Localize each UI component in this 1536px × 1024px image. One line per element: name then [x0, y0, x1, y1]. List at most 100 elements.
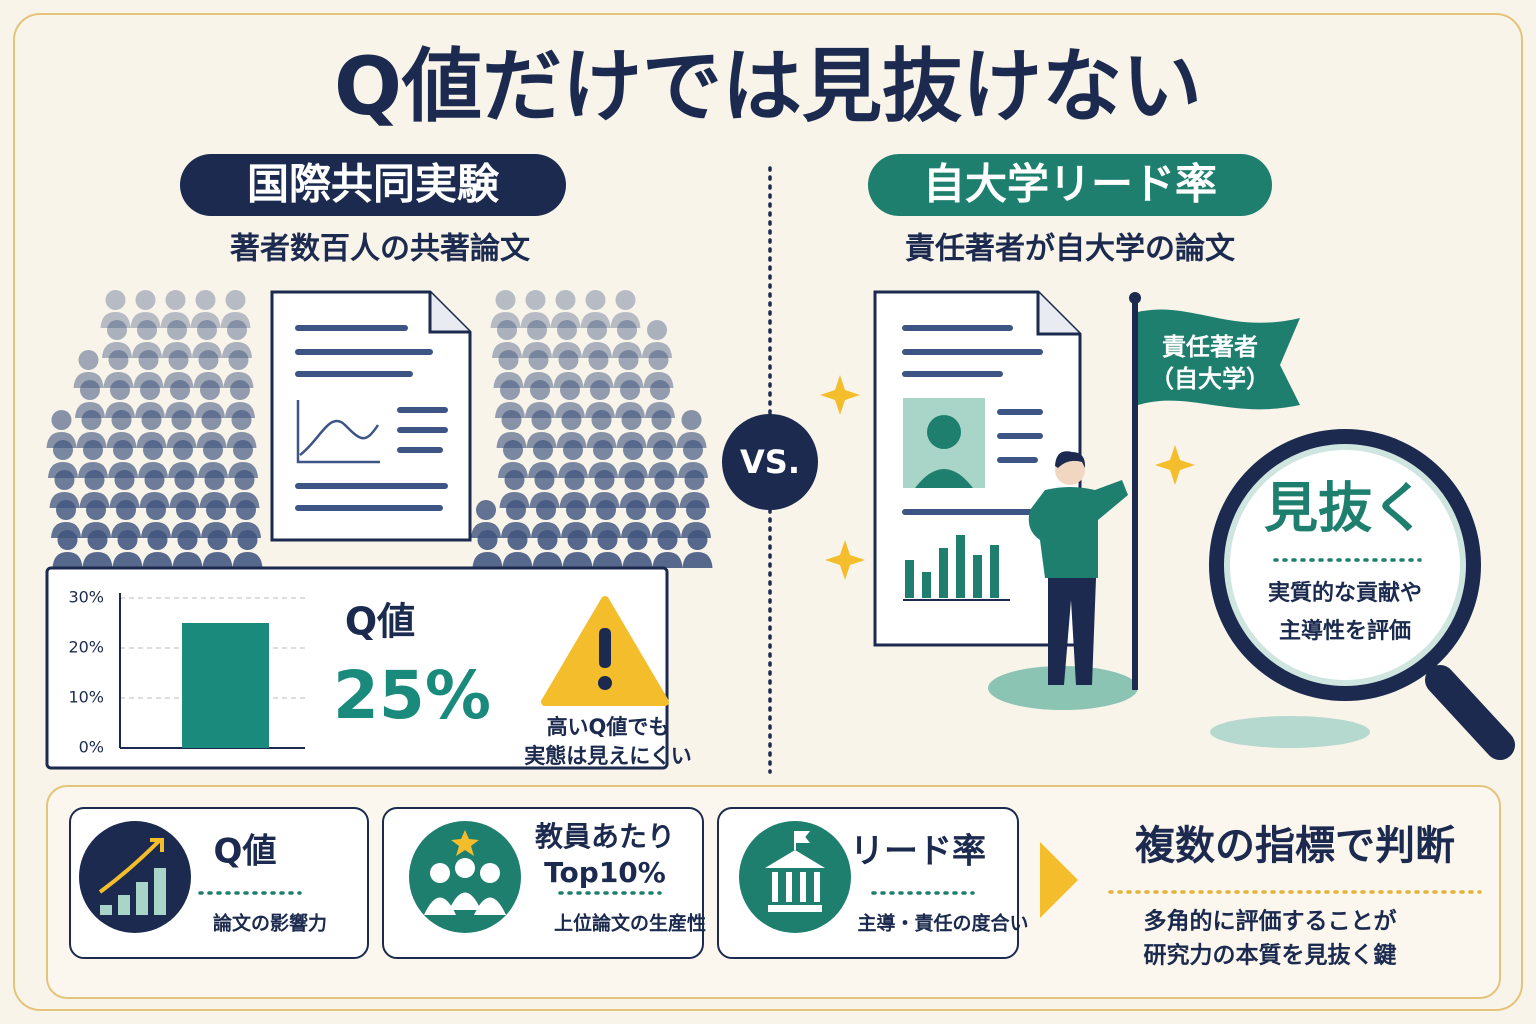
icon-arrow: [98, 838, 164, 894]
icon-head: [480, 863, 500, 883]
crowd-person: [490, 290, 521, 328]
flag: [1129, 292, 1300, 690]
head: [86, 500, 106, 520]
lens-text: 実質的な貢献や: [1268, 580, 1422, 606]
body: [220, 312, 251, 328]
left-subtitle: 著者数百人の共著論文: [230, 232, 530, 267]
body: [652, 552, 683, 568]
body: [472, 552, 503, 568]
crowd-person: [592, 530, 623, 568]
head: [624, 470, 645, 490]
crowd-person: [201, 500, 231, 538]
head: [651, 410, 672, 430]
head: [80, 380, 100, 400]
body: [52, 552, 83, 568]
head: [650, 380, 670, 400]
head: [137, 320, 157, 340]
bar: [182, 623, 269, 748]
head: [176, 500, 196, 520]
body: [580, 312, 611, 328]
head: [597, 530, 618, 550]
head: [626, 500, 646, 520]
icon-body: [449, 892, 481, 910]
crowd-person: [612, 320, 642, 358]
head: [225, 290, 246, 310]
head: [498, 350, 519, 370]
body: [492, 342, 522, 358]
head: [657, 530, 678, 550]
metric-desc: 論文の影響力: [213, 912, 327, 935]
head: [654, 470, 675, 490]
head: [557, 320, 577, 340]
body: [522, 342, 552, 358]
vs-text: VS.: [740, 443, 800, 481]
head: [620, 380, 640, 400]
crowd-person: [100, 290, 131, 328]
body: [202, 552, 233, 568]
chart-label: Q値: [345, 600, 415, 644]
head: [78, 350, 99, 370]
head: [537, 530, 558, 550]
body: [592, 552, 623, 568]
head: [594, 470, 615, 490]
icon-star: [451, 830, 479, 856]
body: [112, 552, 143, 568]
head: [113, 440, 133, 460]
body: [162, 342, 192, 358]
crowd-person: [51, 500, 81, 538]
head: [173, 440, 193, 460]
metric-title: Top10%: [544, 856, 666, 889]
head: [56, 500, 76, 520]
metric-icon: [79, 821, 191, 933]
body: [82, 552, 113, 568]
warning-text: 高いQ値でも: [547, 715, 670, 739]
head: [165, 290, 186, 310]
head: [228, 350, 249, 370]
head: [105, 290, 126, 310]
head: [203, 440, 223, 460]
head: [54, 470, 75, 490]
head: [561, 410, 582, 430]
crowd-person: [582, 320, 612, 358]
head: [536, 500, 556, 520]
head: [117, 530, 138, 550]
head: [114, 470, 135, 490]
head: [681, 410, 702, 430]
arrow: [1040, 842, 1078, 918]
lens-text: 主導性を評価: [1279, 618, 1411, 644]
body: [190, 312, 221, 328]
head: [230, 380, 250, 400]
head: [495, 290, 516, 310]
crowd-person: [232, 530, 263, 568]
crowd-person: [192, 320, 222, 358]
head: [534, 470, 555, 490]
flag-text: 責任著者: [1162, 333, 1258, 361]
head: [648, 350, 669, 370]
head: [567, 530, 588, 550]
body: [172, 552, 203, 568]
lens-title: 見抜く: [1264, 477, 1426, 540]
metric-title: 教員あたり: [535, 820, 675, 853]
head: [110, 380, 130, 400]
lens-shadow: [1210, 716, 1370, 748]
crowd-person: [142, 530, 173, 568]
left-document: [270, 290, 472, 542]
head: [591, 410, 612, 430]
head: [51, 410, 72, 430]
chart: 0% 10% 20% 30% 25%: [68, 588, 491, 757]
head: [596, 500, 616, 520]
head: [207, 530, 228, 550]
head: [507, 530, 528, 550]
head: [560, 380, 580, 400]
body: [160, 312, 191, 328]
head: [527, 320, 547, 340]
head: [57, 530, 78, 550]
icon-head: [430, 863, 450, 883]
head: [621, 410, 642, 430]
head: [177, 530, 198, 550]
head: [83, 440, 103, 460]
head: [686, 500, 706, 520]
right-document: [873, 290, 1082, 647]
crowd-person: [162, 320, 192, 358]
